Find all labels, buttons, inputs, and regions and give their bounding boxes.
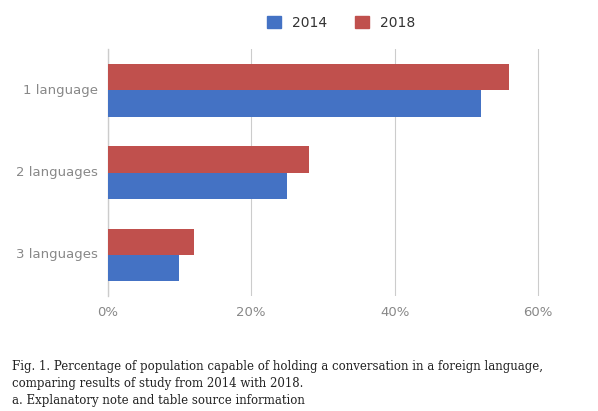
Bar [108,90,481,117]
Legend: 2014, 2018: 2014, 2018 [267,16,415,30]
Bar [108,146,309,173]
Bar [108,229,194,255]
Bar [108,173,287,199]
Text: Fig. 1. Percentage of population capable of holding a conversation in a foreign : Fig. 1. Percentage of population capable… [12,360,543,407]
Bar [108,64,509,90]
Bar [108,255,179,281]
